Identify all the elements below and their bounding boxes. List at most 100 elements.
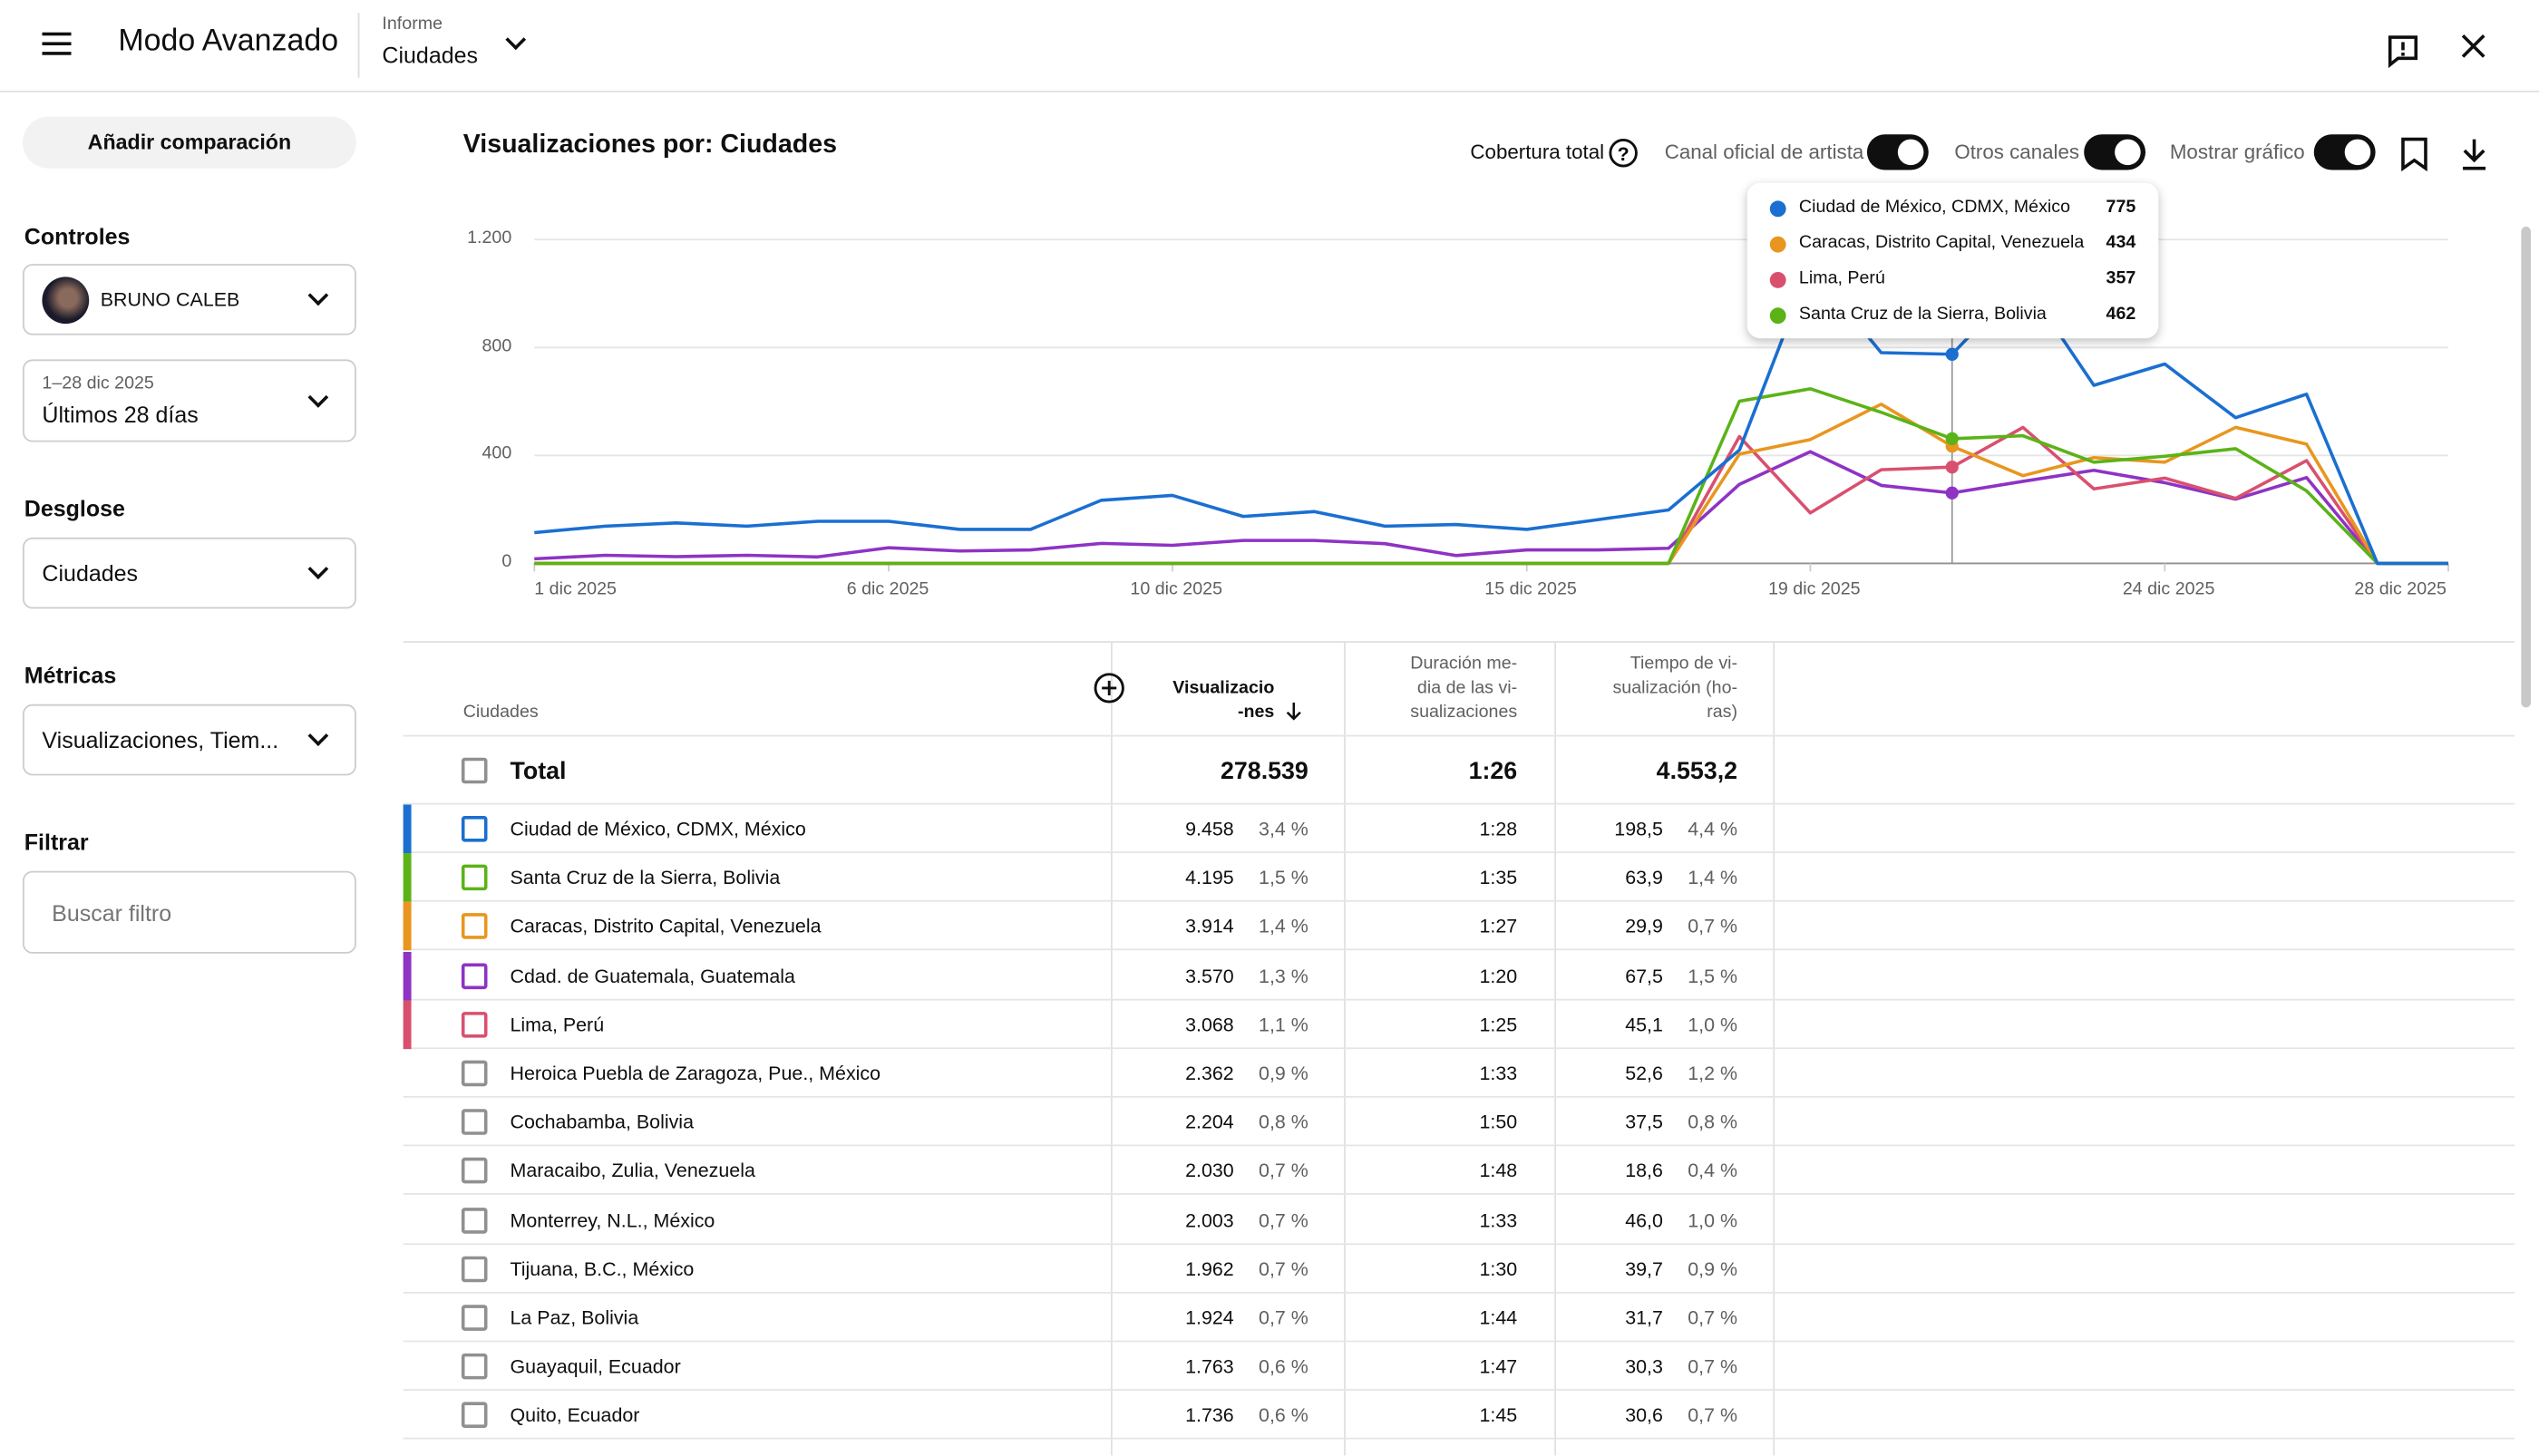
series-line xyxy=(534,387,2448,566)
views-value: 9.458 xyxy=(1185,817,1234,840)
series-color-stripe xyxy=(403,1000,412,1049)
help-icon[interactable]: ? xyxy=(1608,138,1639,169)
avg-duration: 1:33 xyxy=(1479,1208,1518,1232)
row-checkbox[interactable] xyxy=(461,1207,488,1233)
watch-time-percent: 1,4 % xyxy=(1688,866,1738,889)
filter-input[interactable] xyxy=(22,870,356,954)
watch-time: 18,6 xyxy=(1625,1160,1663,1183)
table-row[interactable]: Quito, Ecuador 1.736 0,6 % 1:45 30,6 0,7 % xyxy=(403,1392,2515,1441)
tooltip-series-name: Caracas, Distrito Capital, Venezuela xyxy=(1798,233,2085,253)
total-duration: 1:26 xyxy=(1468,757,1518,786)
row-checkbox[interactable] xyxy=(461,1403,488,1429)
watch-time-percent: 0,7 % xyxy=(1688,1354,1738,1378)
row-checkbox[interactable] xyxy=(461,1109,488,1136)
table-row[interactable]: Guayaquil, Ecuador 1.763 0,6 % 1:47 30,3 0,7 … xyxy=(403,1343,2515,1392)
feedback-icon[interactable] xyxy=(2385,33,2420,68)
row-checkbox[interactable] xyxy=(461,1354,488,1380)
views-value: 1.736 xyxy=(1185,1403,1234,1427)
breakdown-dropdown[interactable]: Ciudades xyxy=(22,537,356,609)
download-icon[interactable] xyxy=(2459,136,2488,171)
header-avg-duration[interactable]: Duración me-dia de las vi-sualizaciones xyxy=(1410,654,1518,723)
table-row[interactable]: Heroica Puebla de Zaragoza, Pue., México… xyxy=(403,1049,2515,1098)
row-checkbox[interactable] xyxy=(461,913,488,940)
controls-title: Controles xyxy=(24,223,131,249)
watch-time: 45,1 xyxy=(1625,1013,1663,1036)
views-percent: 1,4 % xyxy=(1259,915,1308,938)
avatar xyxy=(42,277,90,325)
city-name: Guayaquil, Ecuador xyxy=(510,1354,681,1378)
row-checkbox[interactable] xyxy=(461,815,488,842)
date-preset: Últimos 28 días xyxy=(42,401,199,428)
row-checkbox[interactable] xyxy=(461,864,488,891)
metrics-dropdown[interactable]: Visualizaciones, Tiem... xyxy=(22,704,356,776)
sort-down-icon[interactable] xyxy=(1284,701,1303,722)
series-line xyxy=(534,403,2448,566)
top-bar: Modo Avanzado Informe Ciudades xyxy=(0,0,2539,92)
svg-text:?: ? xyxy=(1618,143,1629,165)
header-views[interactable]: Visualizacio-nes xyxy=(1158,676,1274,725)
total-checkbox[interactable] xyxy=(461,757,488,784)
views-value: 3.570 xyxy=(1185,964,1234,987)
table-row[interactable]: La Paz, Bolivia 1.924 0,7 % 1:44 31,7 0,7 % xyxy=(403,1294,2515,1343)
watch-time: 30,6 xyxy=(1625,1403,1663,1427)
series-color-stripe xyxy=(403,951,412,1000)
watch-time-percent: 0,7 % xyxy=(1688,1403,1738,1427)
views-value: 2.003 xyxy=(1185,1208,1234,1232)
table-row[interactable]: Cochabamba, Bolivia 2.204 0,8 % 1:50 37,5 0,8… xyxy=(403,1098,2515,1147)
table-row[interactable]: Tijuana, B.C., México 1.962 0,7 % 1:30 39,7 0… xyxy=(403,1245,2515,1294)
city-name: Cochabamba, Bolivia xyxy=(510,1111,695,1134)
toggle-official-channel[interactable] xyxy=(1866,134,1929,170)
add-metric-icon[interactable] xyxy=(1093,672,1125,704)
avg-duration: 1:28 xyxy=(1479,817,1518,840)
row-checkbox[interactable] xyxy=(461,1060,488,1087)
table-row[interactable]: Santa Cruz de la Sierra, Bolivia 4.195 1,5… xyxy=(403,853,2515,902)
tooltip-series-name: Ciudad de México, CDMX, México xyxy=(1798,197,2071,218)
table-row[interactable]: Cdad. de Guatemala, Guatemala 3.570 1,3 % 1… xyxy=(403,951,2515,1000)
views-value: 1.763 xyxy=(1185,1354,1234,1378)
watch-time-percent: 1,5 % xyxy=(1688,964,1738,987)
table-row[interactable]: Ciudad de México, CDMX, México 9.458 3,4 %… xyxy=(403,804,2515,854)
city-name: Cdad. de Guatemala, Guatemala xyxy=(510,964,795,987)
table-row[interactable]: Caracas, Distrito Capital, Venezuela 3.91… xyxy=(403,902,2515,951)
date-range-dropdown[interactable]: 1–28 dic 2025 Últimos 28 días xyxy=(22,359,356,442)
row-checkbox[interactable] xyxy=(461,1011,488,1038)
toggle-label-other: Otros canales xyxy=(1954,141,2080,164)
row-checkbox[interactable] xyxy=(461,962,488,989)
avg-duration: 1:47 xyxy=(1479,1354,1518,1378)
date-range: 1–28 dic 2025 xyxy=(42,374,154,393)
watch-time-percent: 1,0 % xyxy=(1688,1208,1738,1232)
chevron-down-icon xyxy=(307,725,329,746)
watch-time: 46,0 xyxy=(1625,1208,1663,1232)
x-tick-label: 15 dic 2025 xyxy=(1484,579,1577,599)
close-icon[interactable] xyxy=(2461,34,2485,58)
row-checkbox[interactable] xyxy=(461,1305,488,1331)
toggle-show-chart[interactable] xyxy=(2313,134,2376,170)
row-checkbox[interactable] xyxy=(461,1256,488,1282)
toggle-other-channels[interactable] xyxy=(2084,134,2146,170)
bookmark-icon[interactable] xyxy=(2399,136,2428,172)
table-row[interactable]: Lima, Perú 3.068 1,1 % 1:25 45,1 1,0 % xyxy=(403,1000,2515,1049)
watch-time: 67,5 xyxy=(1625,964,1663,987)
views-percent: 1,1 % xyxy=(1259,1013,1308,1036)
menu-icon[interactable] xyxy=(42,31,72,57)
table-row[interactable]: Monterrey, N.L., México 2.003 0,7 % 1:33 46,… xyxy=(403,1196,2515,1245)
add-comparison-button[interactable]: Añadir comparación xyxy=(22,116,356,169)
row-checkbox[interactable] xyxy=(461,1158,488,1185)
watch-time-percent: 1,2 % xyxy=(1688,1062,1738,1085)
series-color-stripe xyxy=(403,853,412,902)
y-tick-label: 400 xyxy=(482,443,512,464)
report-label: Informe xyxy=(382,15,443,34)
watch-time: 30,3 xyxy=(1625,1354,1663,1378)
table-row[interactable]: Maracaibo, Zulia, Venezuela 2.030 0,7 % 1:4… xyxy=(403,1147,2515,1196)
channel-dropdown[interactable]: BRUNO CALEB xyxy=(22,264,356,335)
watch-time-percent: 4,4 % xyxy=(1688,817,1738,840)
y-tick-label: 1.200 xyxy=(467,228,512,248)
scrollbar[interactable] xyxy=(2521,226,2532,708)
report-value[interactable]: Ciudades xyxy=(382,42,479,68)
header-watch-time[interactable]: Tiempo de vi-sualización (ho-ras) xyxy=(1612,654,1738,723)
tooltip-value: 434 xyxy=(2106,233,2136,253)
watch-time: 37,5 xyxy=(1625,1111,1663,1134)
x-tick-label: 24 dic 2025 xyxy=(2122,579,2215,599)
city-name: Maracaibo, Zulia, Venezuela xyxy=(510,1160,755,1183)
header-cities[interactable]: Ciudades xyxy=(462,702,539,723)
